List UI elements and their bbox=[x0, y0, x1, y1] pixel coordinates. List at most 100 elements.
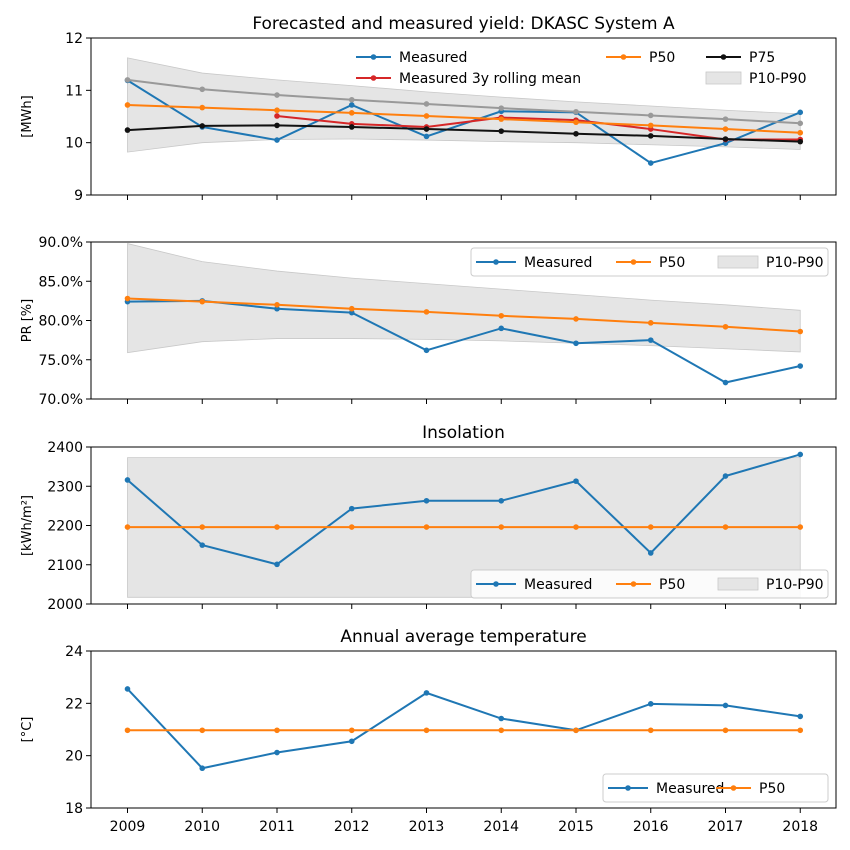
data-point-measured bbox=[124, 477, 131, 483]
legend-marker-measured bbox=[493, 581, 499, 587]
chart-panel-2: 70.0% 75.0% 80.0% 85.0% 90.0% PR [%] Measured P… bbox=[20, 235, 837, 408]
y-tick-label: 2300 bbox=[47, 479, 83, 495]
legend-marker-p50 bbox=[620, 54, 627, 60]
y-tick-label: 80.0% bbox=[39, 314, 83, 330]
data-point-p50 bbox=[573, 316, 579, 322]
data-point-p50 bbox=[199, 524, 206, 530]
data-point-measured bbox=[647, 160, 654, 166]
legend-swatch-p10-p90 bbox=[717, 577, 759, 591]
data-point-measured bbox=[797, 713, 804, 720]
chart-panel-4: 18 20 22 24 2009 2010 2011 2012 2013 2014 2015 2016… bbox=[20, 627, 837, 835]
data-point-measured bbox=[348, 309, 355, 316]
legend-label-p10-p90: P10-P90 bbox=[766, 255, 824, 271]
data-point-p50 bbox=[348, 524, 355, 530]
data-point-measured bbox=[498, 715, 505, 722]
data-point-measured bbox=[647, 550, 654, 556]
y-tick-label: 9 bbox=[74, 188, 83, 204]
data-point-measured bbox=[423, 347, 430, 354]
data-point-p50 bbox=[722, 323, 729, 330]
legend-label-p50: P50 bbox=[649, 50, 675, 66]
data-point-p50 bbox=[722, 524, 729, 530]
series-line-p50 bbox=[127, 297, 801, 333]
legend-marker-p50 bbox=[630, 581, 637, 587]
legend-marker-measured bbox=[370, 54, 377, 60]
data-point-measured bbox=[722, 473, 729, 479]
data-point-measured bbox=[423, 690, 430, 696]
x-tick-label: 2016 bbox=[633, 819, 669, 835]
y-tick-label: 90.0% bbox=[39, 235, 83, 251]
data-point-measured bbox=[423, 497, 430, 504]
data-point-p25 bbox=[348, 96, 355, 103]
legend: Measured P50 P10-P90 bbox=[470, 569, 829, 599]
data-point-p25 bbox=[423, 101, 430, 107]
data-point-p25 bbox=[274, 92, 280, 98]
data-point-p50 bbox=[797, 328, 804, 335]
data-point-p25 bbox=[199, 86, 206, 93]
data-point-measured bbox=[573, 478, 579, 484]
data-point-p25 bbox=[498, 105, 505, 111]
y-tick-label: 2200 bbox=[47, 519, 83, 535]
data-point-p25 bbox=[573, 108, 579, 115]
data-point-p25 bbox=[722, 116, 729, 122]
series-line-p25 bbox=[127, 78, 801, 125]
y-tick-label: 24 bbox=[65, 644, 83, 660]
y-tick-label: 12 bbox=[65, 31, 83, 47]
data-point-p25 bbox=[647, 112, 654, 119]
legend-marker-measured-3y-rolling-mean bbox=[370, 75, 377, 81]
data-point-measured bbox=[199, 765, 206, 772]
data-point-p50 bbox=[199, 104, 206, 111]
data-point-p50 bbox=[498, 524, 505, 530]
p10-p90-band bbox=[127, 57, 801, 153]
x-tick-label: 2013 bbox=[409, 819, 445, 835]
data-point-p50 bbox=[199, 298, 206, 305]
y-tick-label: 70.0% bbox=[39, 392, 83, 408]
data-point-p50 bbox=[647, 727, 654, 734]
data-point-p50 bbox=[573, 119, 579, 126]
legend-label-measured: Measured bbox=[399, 50, 467, 66]
data-point-p50 bbox=[124, 524, 131, 530]
data-point-p50 bbox=[498, 116, 505, 122]
data-point-measured bbox=[722, 702, 729, 709]
y-axis-label: PR [%] bbox=[20, 299, 35, 343]
legend-label-p50: P50 bbox=[659, 577, 685, 593]
y-tick-label: 22 bbox=[65, 696, 83, 712]
y-tick-label: 2000 bbox=[47, 597, 83, 613]
x-tick-label: 2010 bbox=[184, 819, 220, 835]
plot-frame bbox=[90, 650, 837, 809]
data-point-measured bbox=[498, 325, 505, 332]
series-line-measured bbox=[127, 299, 801, 384]
series-line-p50 bbox=[127, 103, 801, 134]
legend-label-p75: P75 bbox=[749, 50, 775, 66]
data-point-p50 bbox=[124, 295, 131, 302]
chart-panel-1: 9 10 11 12 Forecasted and measured yield: DK… bbox=[20, 14, 837, 204]
y-axis-label: [kWh/m²] bbox=[20, 495, 35, 556]
y-tick-label: 11 bbox=[65, 83, 83, 99]
data-point-measured bbox=[498, 497, 505, 504]
data-point-measured-3y-rolling-mean bbox=[274, 113, 280, 119]
data-point-p50 bbox=[647, 122, 654, 129]
y-tick-label: 75.0% bbox=[39, 353, 83, 369]
data-point-measured bbox=[124, 686, 131, 692]
data-point-p50 bbox=[498, 727, 505, 734]
data-point-p50 bbox=[722, 727, 729, 734]
y-axis-label: [MWh] bbox=[20, 95, 35, 137]
panel-title: Forecasted and measured yield: DKASC Sys… bbox=[252, 14, 675, 34]
y-tick-label: 10 bbox=[65, 136, 83, 152]
x-tick-label: 2015 bbox=[558, 819, 594, 835]
data-point-p50 bbox=[274, 302, 280, 308]
data-point-p50 bbox=[573, 524, 579, 530]
series-line-measured bbox=[126, 453, 801, 566]
panel-title: Annual average temperature bbox=[340, 627, 586, 647]
y-tick-label: 2400 bbox=[47, 440, 83, 456]
x-tick-label: 2012 bbox=[334, 819, 370, 835]
y-axis-label: [°C] bbox=[20, 717, 35, 743]
data-point-p50 bbox=[124, 727, 131, 734]
data-point-measured bbox=[797, 451, 804, 458]
legend-swatch-p10-p90 bbox=[717, 255, 759, 269]
legend-swatch-p10-p90 bbox=[705, 71, 742, 85]
data-point-p50 bbox=[797, 524, 804, 530]
data-point-p75 bbox=[423, 126, 430, 132]
x-tick-label: 2014 bbox=[483, 819, 519, 835]
data-point-measured bbox=[573, 340, 579, 347]
